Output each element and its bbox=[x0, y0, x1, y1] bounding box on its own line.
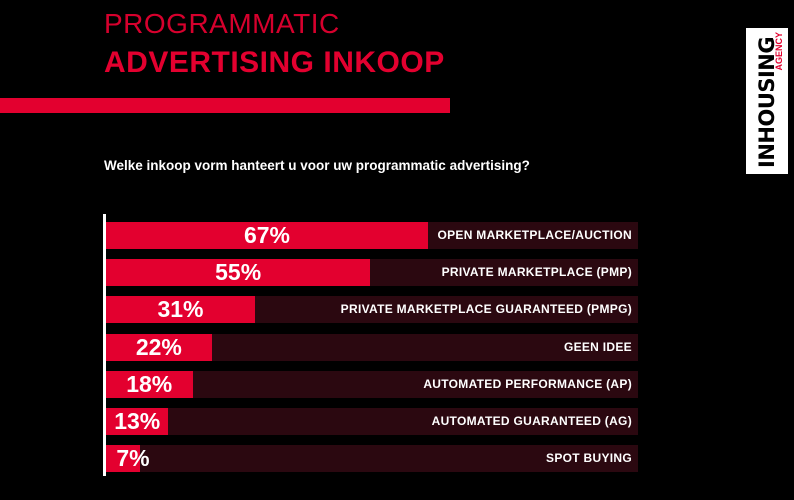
bar-category-label: PRIVATE MARKETPLACE GUARANTEED (PMPG) bbox=[340, 302, 632, 317]
bar-value-label: 67% bbox=[243, 222, 291, 248]
bar-row: 18% AUTOMATED PERFORMANCE (AP) bbox=[106, 370, 638, 398]
bar-fill bbox=[106, 259, 371, 287]
brand-logo: INHOUSING AGENCY bbox=[746, 28, 788, 174]
chart-axis-line bbox=[103, 214, 106, 476]
bar-row: 7% SPOT BUYING bbox=[106, 445, 638, 473]
bar-value-label: 55% bbox=[215, 259, 262, 286]
bar-fill bbox=[106, 333, 212, 361]
bar-fill bbox=[106, 370, 193, 398]
bar-row: 31% PRIVATE MARKETPLACE GUARANTEED (PMPG) bbox=[106, 296, 638, 324]
bar-value-label: 7% bbox=[116, 445, 150, 472]
bar-category-label: SPOT BUYING bbox=[546, 451, 632, 466]
bar-row: 13% AUTOMATED GUARANTEED (AG) bbox=[106, 407, 638, 435]
page-title-bold: ADVERTISING INKOOP bbox=[104, 46, 445, 79]
brand-logo-text: INHOUSING AGENCY bbox=[746, 28, 788, 174]
bar-row: 22% GEEN IDEE bbox=[106, 333, 638, 361]
bar-value-label: 22% bbox=[135, 333, 182, 360]
bar-category-label: AUTOMATED PERFORMANCE (AP) bbox=[423, 376, 632, 391]
bar-fill bbox=[106, 407, 169, 435]
brand-logo-sub: AGENCY bbox=[774, 32, 784, 71]
bar-fill bbox=[106, 296, 255, 324]
bar-category-label: OPEN MARKETPLACE/AUCTION bbox=[437, 228, 632, 242]
bar-chart: 67% OPEN MARKETPLACE/AUCTION 55% PRIVATE MA… bbox=[106, 222, 638, 482]
bar-value-label: 18% bbox=[126, 370, 173, 397]
bar-row: 67% OPEN MARKETPLACE/AUCTION bbox=[106, 222, 638, 249]
bar-fill bbox=[106, 222, 428, 249]
bar-value-label: 31% bbox=[157, 296, 204, 323]
bar-category-label: AUTOMATED GUARANTEED (AG) bbox=[431, 413, 632, 428]
bar-row: 55% PRIVATE MARKETPLACE (PMP) bbox=[106, 259, 638, 287]
page-title-light: PROGRAMMATIC bbox=[104, 8, 340, 39]
bar-fill bbox=[106, 445, 140, 473]
bar-category-label: GEEN IDEE bbox=[563, 339, 632, 354]
bar-category-label: PRIVATE MARKETPLACE (PMP) bbox=[441, 265, 632, 280]
bar-value-label: 13% bbox=[114, 407, 161, 434]
survey-question: Welke inkoop vorm hanteert u voor uw pro… bbox=[104, 158, 530, 173]
title-underline-bar bbox=[0, 98, 450, 113]
